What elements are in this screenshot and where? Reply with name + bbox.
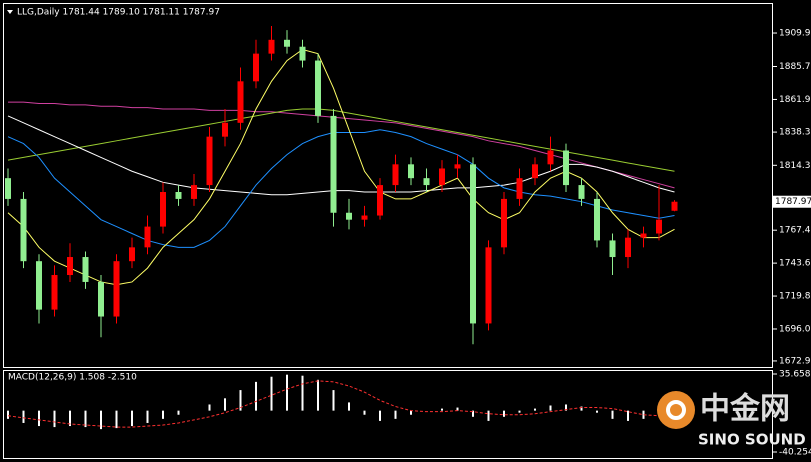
candle-body (470, 164, 476, 324)
candle-body (640, 233, 647, 238)
candle-body (547, 150, 554, 165)
candle-body (98, 281, 104, 317)
logo (657, 391, 695, 429)
candle-body (268, 39, 275, 54)
y-tick-label: 1838.30 (779, 128, 811, 138)
candle-body (377, 185, 383, 216)
y-tick-label: 1672.90 (779, 356, 811, 366)
y-tick-label: 1885.70 (779, 62, 811, 72)
y-tick-label: 1767.40 (779, 226, 811, 236)
macd-title: MACD(12,26,9) 1.508 -2.510 (8, 373, 137, 383)
candle-body (206, 136, 213, 186)
candle-body (656, 219, 662, 234)
candle-body (253, 53, 259, 82)
y-tick-label: 1861.90 (779, 95, 811, 105)
logo-mark (666, 400, 686, 420)
candle-body (82, 257, 89, 282)
watermark-brand: 中金网 (700, 392, 790, 427)
main-frame (3, 3, 773, 368)
candle-body (129, 247, 135, 262)
macd-frame (3, 370, 773, 459)
candle-body (516, 178, 523, 199)
signal-line (7, 380, 675, 428)
y-tick-label: 1719.80 (779, 292, 811, 302)
candle-body (113, 261, 120, 317)
candle-body (144, 226, 151, 248)
candle-body (330, 115, 337, 213)
candle-body (160, 192, 166, 227)
y-tick-label: 1814.30 (779, 161, 811, 171)
candle-body (501, 198, 507, 248)
candle-body (222, 122, 228, 137)
candle-body (454, 164, 461, 169)
candle-body (284, 39, 290, 47)
candle-body (315, 60, 321, 116)
candle-body (5, 178, 11, 199)
candle-body (439, 168, 445, 186)
candle-body (67, 257, 73, 276)
menu-arrow[interactable] (7, 10, 13, 14)
candle-body (175, 192, 182, 199)
price-label-bg (773, 195, 811, 208)
candle-body (563, 150, 569, 186)
candle-body (671, 201, 678, 211)
candle-body (392, 164, 399, 186)
candle-body (36, 261, 42, 310)
candle-body (237, 81, 244, 123)
candle-body (485, 247, 492, 324)
candle-body (51, 275, 58, 310)
candle-body (408, 164, 414, 179)
candle-body (423, 178, 430, 186)
y-tick-label: 1743.60 (779, 259, 811, 269)
candle-body (609, 240, 616, 258)
y-tick-label: -40.254 (779, 448, 811, 458)
watermark-sub: SINO SOUND (698, 431, 806, 449)
candle-body (346, 212, 352, 220)
y-tick-label: 1909.90 (779, 29, 811, 39)
candle-body (20, 198, 27, 262)
current-price: 1787.97 (775, 197, 811, 207)
candle-body (594, 198, 600, 241)
y-tick-label: 35.658 (779, 370, 811, 380)
main-title: LLG,Daily 1781.44 1789.10 1781.11 1787.9… (17, 8, 220, 18)
candle-body (191, 185, 197, 199)
candle-body (532, 164, 538, 179)
candle-body (578, 185, 585, 199)
candle-body (361, 215, 368, 220)
y-tick-label: 1696.00 (779, 324, 811, 334)
candle-body (625, 237, 631, 258)
moving-average (7, 129, 675, 248)
candle-body (299, 46, 306, 61)
